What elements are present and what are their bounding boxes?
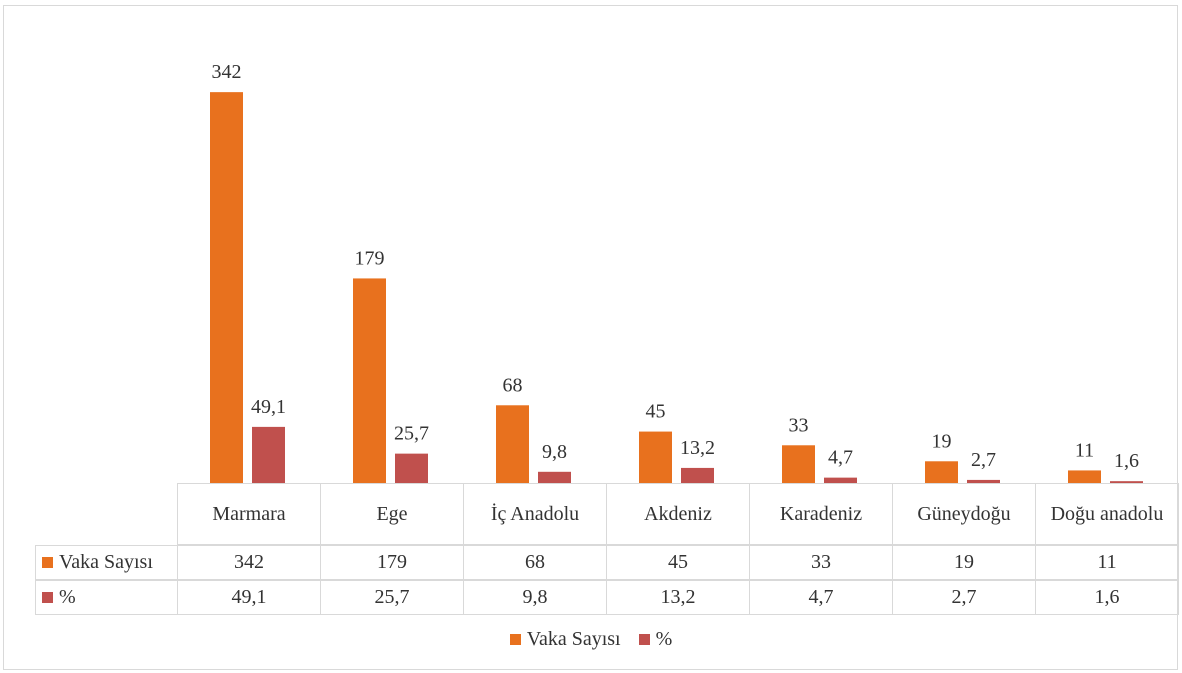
legend-item: % bbox=[638, 628, 673, 651]
table-value-cell: 68 bbox=[463, 545, 607, 580]
bar bbox=[252, 426, 285, 483]
table-value-cell: 2,7 bbox=[892, 580, 1036, 615]
legend: Vaka Sayısı% bbox=[0, 628, 1182, 651]
bar bbox=[782, 445, 815, 483]
series-name: Vaka Sayısı bbox=[59, 551, 153, 573]
table-value-cell: 179 bbox=[320, 545, 464, 580]
bar bbox=[967, 479, 1000, 483]
table-value-cell: 25,7 bbox=[320, 580, 464, 615]
data-label: 45 bbox=[646, 401, 666, 423]
bar bbox=[925, 461, 958, 483]
data-label: 13,2 bbox=[680, 437, 715, 459]
legend-swatch bbox=[638, 634, 650, 645]
legend-swatch bbox=[42, 592, 53, 603]
data-label: 342 bbox=[212, 61, 242, 83]
series-label-cell: % bbox=[35, 580, 178, 615]
data-label: 4,7 bbox=[828, 447, 853, 469]
data-label: 179 bbox=[355, 247, 385, 269]
series-name: % bbox=[59, 586, 76, 608]
table-value-cell: 49,1 bbox=[177, 580, 321, 615]
category-cell: İç Anadolu bbox=[463, 483, 607, 545]
legend-swatch bbox=[509, 634, 521, 645]
series-label-cell: Vaka Sayısı bbox=[35, 545, 178, 580]
bar bbox=[496, 405, 529, 483]
data-label: 1,6 bbox=[1114, 450, 1139, 472]
bar bbox=[538, 471, 571, 483]
table-value-cell: 4,7 bbox=[749, 580, 893, 615]
table-value-cell: 45 bbox=[606, 545, 750, 580]
category-cell: Doğu anadolu bbox=[1035, 483, 1179, 545]
table-value-cell: 1,6 bbox=[1035, 580, 1179, 615]
bar bbox=[681, 467, 714, 483]
bar bbox=[395, 453, 428, 483]
legend-swatch bbox=[42, 557, 53, 568]
legend-item: Vaka Sayısı bbox=[509, 628, 621, 651]
table-value-cell: 33 bbox=[749, 545, 893, 580]
data-label: 68 bbox=[503, 374, 523, 396]
legend-label: % bbox=[655, 628, 673, 650]
bar bbox=[1110, 481, 1143, 483]
table-value-cell: 19 bbox=[892, 545, 1036, 580]
data-label: 9,8 bbox=[542, 441, 567, 463]
bar bbox=[210, 92, 243, 484]
category-cell: Marmara bbox=[177, 483, 321, 545]
data-label: 11 bbox=[1075, 439, 1094, 461]
category-cell: Akdeniz bbox=[606, 483, 750, 545]
category-cell: Güneydoğu bbox=[892, 483, 1036, 545]
data-label: 25,7 bbox=[394, 423, 429, 445]
table-value-cell: 342 bbox=[177, 545, 321, 580]
bar bbox=[639, 431, 672, 483]
bar bbox=[353, 278, 386, 483]
category-cell: Karadeniz bbox=[749, 483, 893, 545]
legend-label: Vaka Sayısı bbox=[526, 628, 621, 650]
bar bbox=[1068, 470, 1101, 483]
data-label: 19 bbox=[932, 430, 952, 452]
table-value-cell: 9,8 bbox=[463, 580, 607, 615]
chart-frame bbox=[3, 5, 1178, 670]
data-label: 33 bbox=[789, 414, 809, 436]
data-label: 2,7 bbox=[971, 449, 996, 471]
category-cell: Ege bbox=[320, 483, 464, 545]
bar bbox=[824, 477, 857, 483]
data-label: 49,1 bbox=[251, 396, 286, 418]
table-value-cell: 11 bbox=[1035, 545, 1179, 580]
table-value-cell: 13,2 bbox=[606, 580, 750, 615]
